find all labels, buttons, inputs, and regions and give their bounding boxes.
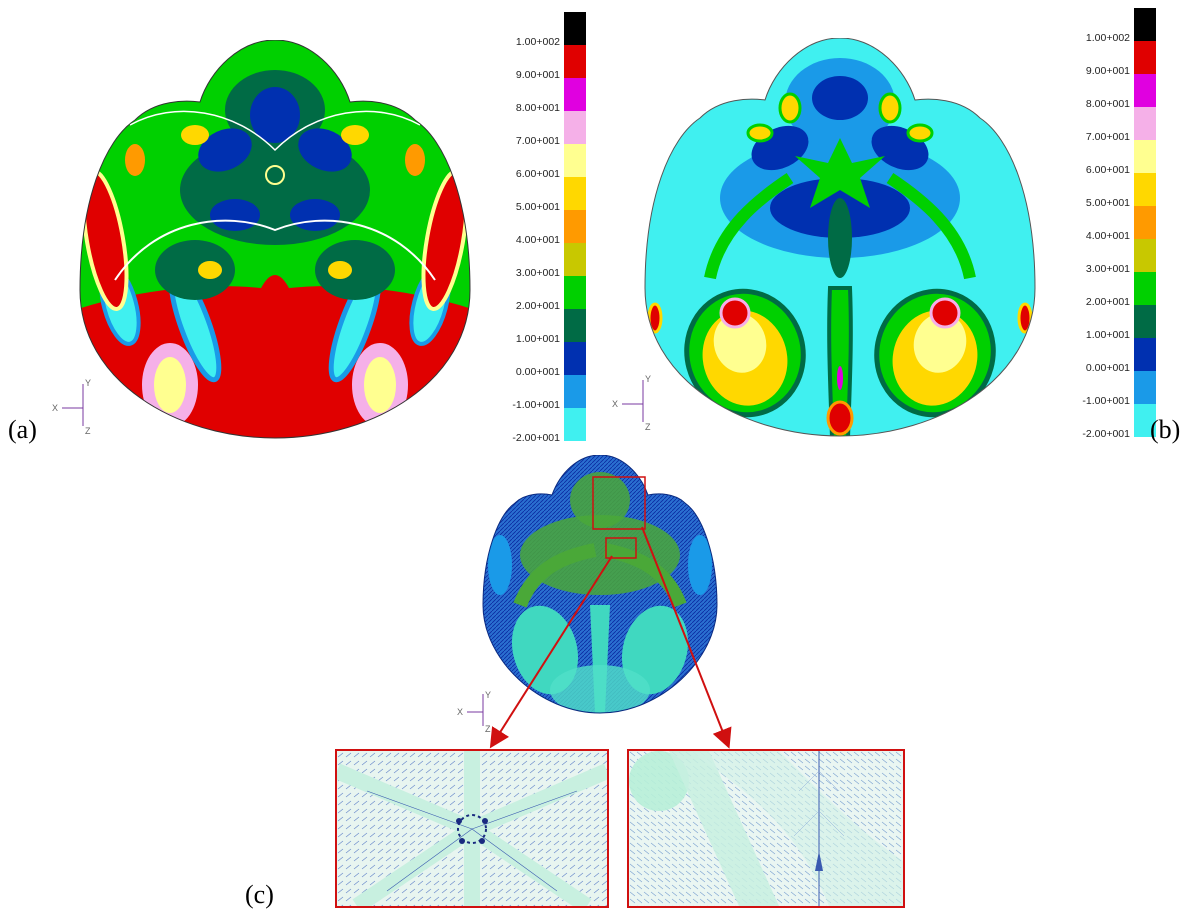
zoom-source-top (592, 476, 646, 530)
legend-swatch (564, 342, 586, 375)
legend-swatch (1134, 371, 1156, 404)
legend-swatch (564, 276, 586, 309)
axis-x-label: X (612, 399, 618, 409)
arrow-to-zoom-right (641, 526, 732, 749)
vector-plot-c (482, 455, 718, 714)
axis-z-label: Z (85, 426, 91, 436)
panel-label-a: (a) (8, 415, 37, 444)
legend-swatch (1134, 140, 1156, 173)
axis-triad-b: Y X Z (612, 374, 651, 432)
contour-plot-a (79, 40, 471, 439)
contour-plot-b (644, 38, 1036, 437)
legend-tick-label: 1.00+001 (515, 333, 560, 345)
legend-swatch (1134, 305, 1156, 338)
zoom-inset-centre (335, 749, 609, 908)
axis-y-label: Y (645, 374, 651, 384)
legend-tick-label: 0.00+001 (515, 366, 560, 378)
legend-swatch (564, 144, 586, 177)
legend-tick-label: 1.00+001 (1085, 329, 1130, 341)
legend-swatch (564, 309, 586, 342)
zoom-source-centre (605, 537, 637, 559)
legend-tick-label: 1.00+002 (515, 36, 560, 48)
color-legend-b: 1.00+002 9.00+001 8.00+001 7.00+001 6.00+001… (1070, 8, 1160, 440)
axis-z-label: Z (645, 422, 651, 432)
legend-swatch (1134, 206, 1156, 239)
panel-label-c: (c) (245, 880, 274, 909)
axis-y-label: Y (485, 690, 491, 700)
legend-swatch (1134, 173, 1156, 206)
legend-swatch (1134, 272, 1156, 305)
legend-swatch (1134, 404, 1156, 437)
legend-swatch (564, 12, 586, 45)
legend-swatch (564, 408, 586, 441)
legend-tick-label: 6.00+001 (1085, 164, 1130, 176)
axis-z-label: Z (485, 724, 491, 734)
legend-tick-label: 8.00+001 (1085, 98, 1130, 110)
legend-tick-label: 9.00+001 (1085, 65, 1130, 77)
legend-swatch (1134, 239, 1156, 272)
legend-swatch (564, 111, 586, 144)
axis-triad-a: Y X Z (52, 378, 91, 436)
axis-x-label: X (457, 707, 463, 717)
legend-swatch (564, 78, 586, 111)
legend-tick-label: 2.00+001 (1085, 296, 1130, 308)
legend-swatch (1134, 8, 1156, 41)
legend-tick-label: 6.00+001 (515, 168, 560, 180)
legend-tick-label: 4.00+001 (1085, 230, 1130, 242)
legend-tick-label: 2.00+001 (515, 300, 560, 312)
legend-tick-label: -1.00+001 (512, 399, 560, 411)
legend-tick-label: 3.00+001 (1085, 263, 1130, 275)
legend-tick-label: 4.00+001 (515, 234, 560, 246)
legend-swatch (564, 243, 586, 276)
legend-swatch (1134, 41, 1156, 74)
arrow-to-zoom-left (489, 555, 613, 749)
legend-tick-label: 3.00+001 (515, 267, 560, 279)
legend-tick-label: 5.00+001 (1085, 197, 1130, 209)
zoom-inset-top (627, 749, 905, 908)
legend-swatch (564, 177, 586, 210)
legend-tick-label: 5.00+001 (515, 201, 560, 213)
legend-swatch (1134, 107, 1156, 140)
panel-label-b: (b) (1150, 415, 1181, 444)
axis-triad-c: Y X Z (457, 690, 491, 734)
legend-tick-label: 0.00+001 (1085, 362, 1130, 374)
axis-x-label: X (52, 403, 58, 413)
legend-tick-label: -2.00+001 (512, 432, 560, 444)
legend-tick-label: -2.00+001 (1082, 428, 1130, 440)
legend-tick-label: 1.00+002 (1085, 32, 1130, 44)
legend-tick-label: 8.00+001 (515, 102, 560, 114)
legend-tick-label: 9.00+001 (515, 69, 560, 81)
legend-swatch (564, 45, 586, 78)
legend-tick-label: 7.00+001 (1085, 131, 1130, 143)
axis-y-label: Y (85, 378, 91, 388)
legend-swatch (564, 375, 586, 408)
legend-tick-label: 7.00+001 (515, 135, 560, 147)
legend-swatch (1134, 74, 1156, 107)
color-legend-a: 1.00+002 9.00+001 8.00+001 7.00+001 6.00+001… (500, 12, 590, 444)
legend-swatch (564, 210, 586, 243)
legend-tick-label: -1.00+001 (1082, 395, 1130, 407)
legend-swatch (1134, 338, 1156, 371)
